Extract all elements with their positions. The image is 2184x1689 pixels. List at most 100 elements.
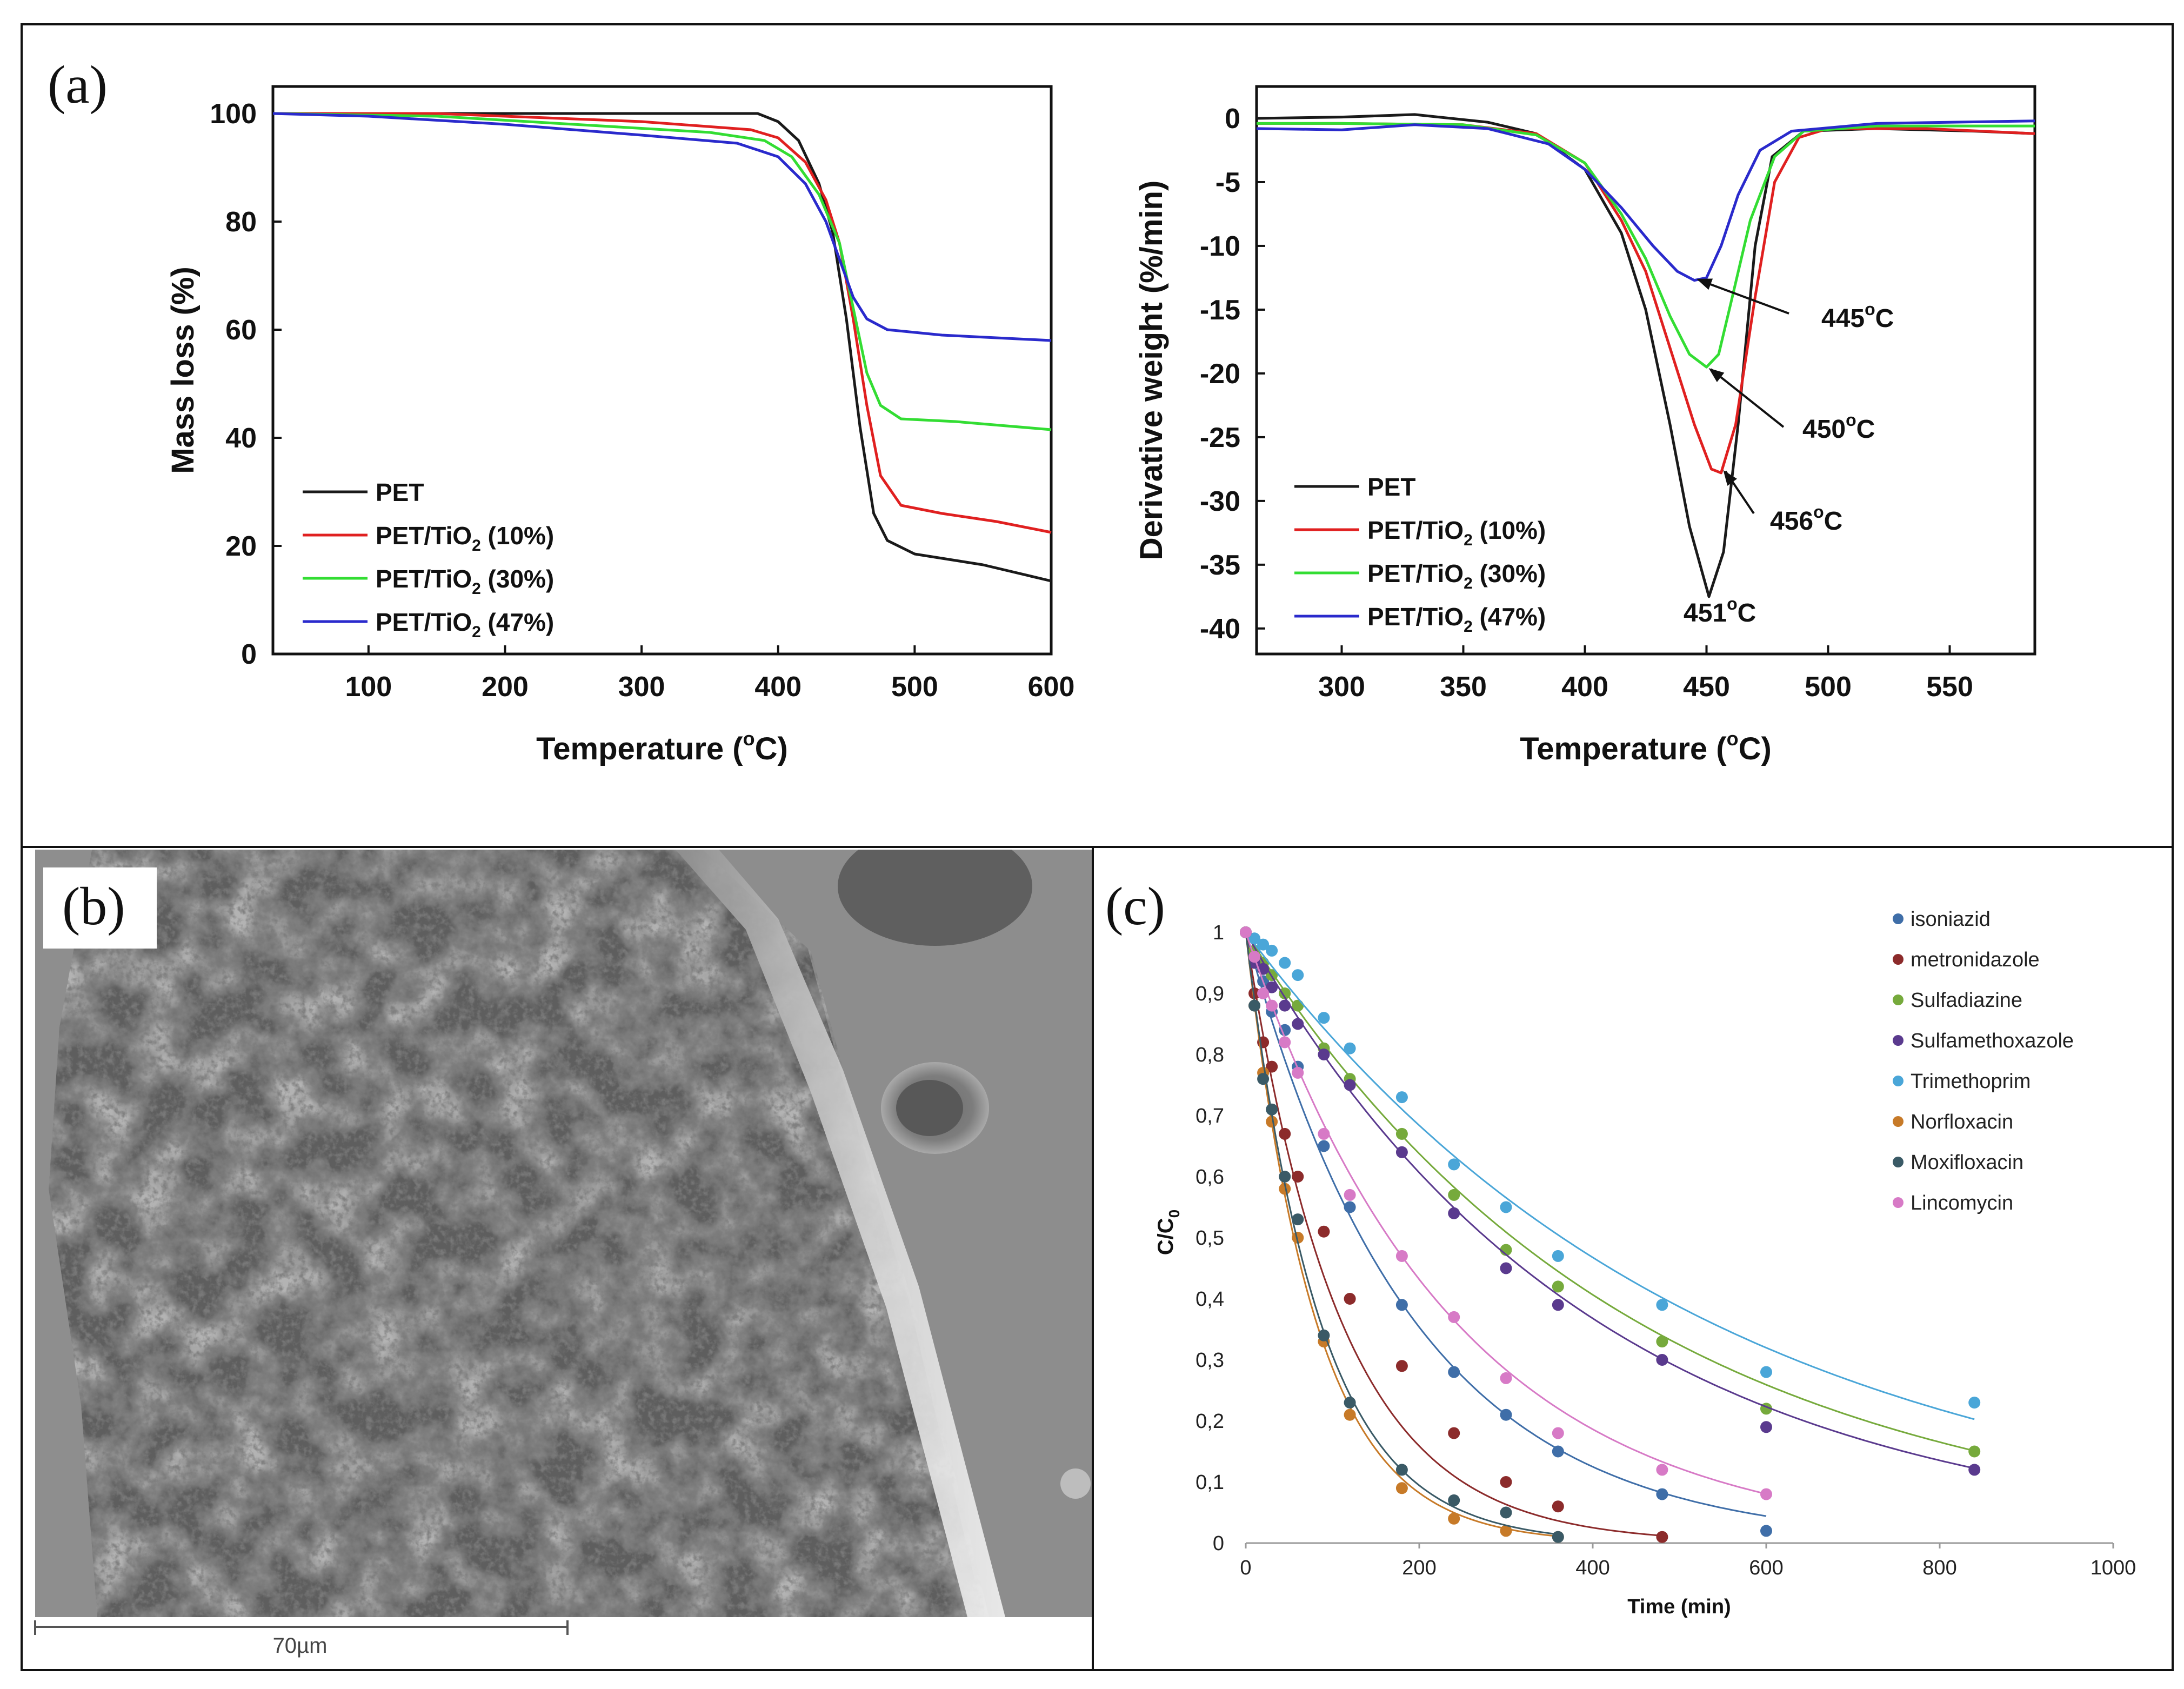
x-tick-label: 100 bbox=[345, 671, 392, 703]
data-point-Sulfamethoxazole bbox=[1968, 1464, 1981, 1476]
x-tick-label: 300 bbox=[1318, 671, 1365, 703]
data-point-Sulfamethoxazole bbox=[1292, 1018, 1304, 1030]
peak-temperature-label: 456oC bbox=[1770, 502, 1842, 536]
annotation-arrowhead bbox=[1697, 278, 1713, 290]
data-point-Norfloxacin bbox=[1292, 1232, 1304, 1244]
data-point-Norfloxacin bbox=[1395, 1482, 1408, 1494]
y-tick-label: 0 bbox=[1213, 1532, 1224, 1555]
data-point-Lincomycin bbox=[1552, 1427, 1564, 1439]
data-point-isoniazid bbox=[1279, 1024, 1291, 1036]
kinetics-ticks: 0 200 400 600 800 1000 0 0,1 0,2 0,3 0,4 0,5 0,6 0,7 0… bbox=[1195, 922, 2136, 1579]
fit-curve-metronidazole bbox=[1245, 932, 1662, 1537]
data-point-Sulfamethoxazole bbox=[1344, 1079, 1356, 1091]
data-point-metronidazole bbox=[1344, 1293, 1356, 1305]
legend-marker bbox=[1893, 994, 1904, 1005]
data-point-Trimethoprim bbox=[1448, 1158, 1460, 1171]
legend-label: metronidazole bbox=[1911, 949, 2040, 971]
tga-ticks: 100 200 300 400 500 600 0 20 40 60 80 100 bbox=[210, 98, 1074, 703]
data-point-Lincomycin bbox=[1448, 1311, 1460, 1323]
y-tick-label: 0,2 bbox=[1195, 1410, 1224, 1433]
data-point-Moxifloxacin bbox=[1448, 1494, 1460, 1506]
data-point-Trimethoprim bbox=[1395, 1091, 1408, 1104]
legend-label: PET/TiO2 (10%) bbox=[376, 522, 554, 555]
data-point-isoniazid bbox=[1395, 1299, 1408, 1311]
dtg-derivative-weight-chart: 300 350 400 450 500 550 0 -5 -10 -15 -20 -25 -30 -35 -… bbox=[1134, 85, 2036, 766]
data-point-Norfloxacin bbox=[1448, 1512, 1460, 1525]
sem-scale-bar: 70µm bbox=[34, 1620, 569, 1658]
x-tick-label: 200 bbox=[1402, 1557, 1436, 1579]
data-point-Sulfadiazine bbox=[1968, 1445, 1981, 1458]
y-tick-label: 0,7 bbox=[1195, 1105, 1224, 1127]
data-point-metronidazole bbox=[1552, 1500, 1564, 1513]
data-point-Moxifloxacin bbox=[1344, 1397, 1356, 1409]
x-tick-label: 350 bbox=[1440, 671, 1487, 703]
legend-marker bbox=[1893, 1157, 1904, 1167]
tga-x-axis-label: Temperature (oC) bbox=[536, 727, 788, 766]
data-point-Trimethoprim bbox=[1257, 938, 1270, 951]
panel-label-c: (c) bbox=[1105, 876, 1165, 936]
legend-marker bbox=[1893, 1035, 1904, 1046]
data-point-Lincomycin bbox=[1257, 987, 1270, 999]
data-point-Trimethoprim bbox=[1279, 957, 1291, 969]
data-point-Sulfamethoxazole bbox=[1266, 981, 1278, 993]
data-point-metronidazole bbox=[1656, 1531, 1668, 1543]
y-tick-label: 0 bbox=[241, 639, 257, 670]
y-tick-label: -30 bbox=[1200, 486, 1240, 517]
data-point-Lincomycin bbox=[1318, 1127, 1330, 1140]
data-point-Trimethoprim bbox=[1344, 1042, 1356, 1054]
data-point-metronidazole bbox=[1395, 1360, 1408, 1372]
series-line-PET/TiO2 (47%) bbox=[272, 112, 1052, 342]
legend-marker bbox=[1893, 1197, 1904, 1208]
x-tick-label: 450 bbox=[1683, 671, 1730, 703]
data-point-isoniazid bbox=[1656, 1488, 1668, 1500]
data-point-metronidazole bbox=[1318, 1225, 1330, 1238]
data-point-isoniazid bbox=[1448, 1366, 1460, 1378]
legend-label: Lincomycin bbox=[1911, 1192, 2013, 1214]
legend-label: PET/TiO2 (30%) bbox=[1367, 559, 1546, 592]
panel-label-b-box bbox=[43, 867, 157, 949]
data-point-Trimethoprim bbox=[1760, 1366, 1772, 1378]
legend-label: Sulfadiazine bbox=[1911, 989, 2022, 1012]
tga-legend: PET PET/TiO2 (10%) PET/TiO2 (30%) PET/TiO2 … bbox=[303, 478, 554, 641]
data-point-Sulfamethoxazole bbox=[1395, 1146, 1408, 1158]
data-point-Moxifloxacin bbox=[1500, 1506, 1512, 1519]
legend-label: PET/TiO2 (47%) bbox=[1367, 603, 1546, 636]
data-point-Sulfamethoxazole bbox=[1318, 1049, 1330, 1060]
legend-label: PET/TiO2 (30%) bbox=[376, 565, 554, 598]
series-line-PET/TiO2 (47%) bbox=[1256, 119, 2035, 282]
data-point-Moxifloxacin bbox=[1292, 1213, 1304, 1226]
series-line-PET/TiO2 (10%) bbox=[1257, 122, 2035, 475]
data-point-Sulfamethoxazole bbox=[1279, 999, 1291, 1012]
data-point-Sulfamethoxazole bbox=[1448, 1207, 1460, 1219]
data-point-Lincomycin bbox=[1279, 1036, 1291, 1049]
legend-label: Sulfamethoxazole bbox=[1911, 1030, 2074, 1052]
x-tick-label: 800 bbox=[1922, 1557, 1956, 1579]
data-point-Trimethoprim bbox=[1552, 1250, 1564, 1262]
data-point-Trimethoprim bbox=[1292, 969, 1304, 982]
x-tick-label: 600 bbox=[1028, 671, 1075, 703]
tga-y-axis-label: Mass loss (%) bbox=[165, 266, 201, 474]
legend-marker bbox=[1893, 954, 1904, 965]
x-tick-label: 550 bbox=[1926, 671, 1973, 703]
data-point-metronidazole bbox=[1500, 1476, 1512, 1488]
x-tick-label: 0 bbox=[1240, 1557, 1251, 1579]
fit-curve-Trimethoprim bbox=[1245, 932, 1975, 1420]
y-tick-label: -5 bbox=[1215, 167, 1240, 198]
legend-label: PET/TiO2 (47%) bbox=[376, 608, 554, 641]
data-point-Sulfadiazine bbox=[1395, 1127, 1408, 1140]
x-tick-label: 1000 bbox=[2091, 1557, 2136, 1579]
legend-marker bbox=[1893, 913, 1904, 924]
peak-temperature-label: 445oC bbox=[1821, 299, 1894, 333]
y-tick-label: 20 bbox=[225, 531, 257, 562]
data-point-Sulfamethoxazole bbox=[1760, 1421, 1772, 1433]
y-tick-label: -15 bbox=[1200, 295, 1240, 326]
data-point-Sulfadiazine bbox=[1448, 1189, 1460, 1201]
x-tick-label: 400 bbox=[1575, 1557, 1609, 1579]
data-point-Lincomycin bbox=[1500, 1372, 1512, 1384]
x-tick-label: 500 bbox=[891, 671, 938, 703]
data-point-Moxifloxacin bbox=[1257, 1073, 1270, 1085]
y-tick-label: 80 bbox=[225, 206, 257, 238]
kinetics-chart: 0 200 400 600 800 1000 0 0,1 0,2 0,3 0,4 0,5 0,6 0,7 0… bbox=[1154, 908, 2136, 1618]
y-tick-label: 0,5 bbox=[1195, 1227, 1224, 1250]
x-tick-label: 600 bbox=[1749, 1557, 1783, 1579]
